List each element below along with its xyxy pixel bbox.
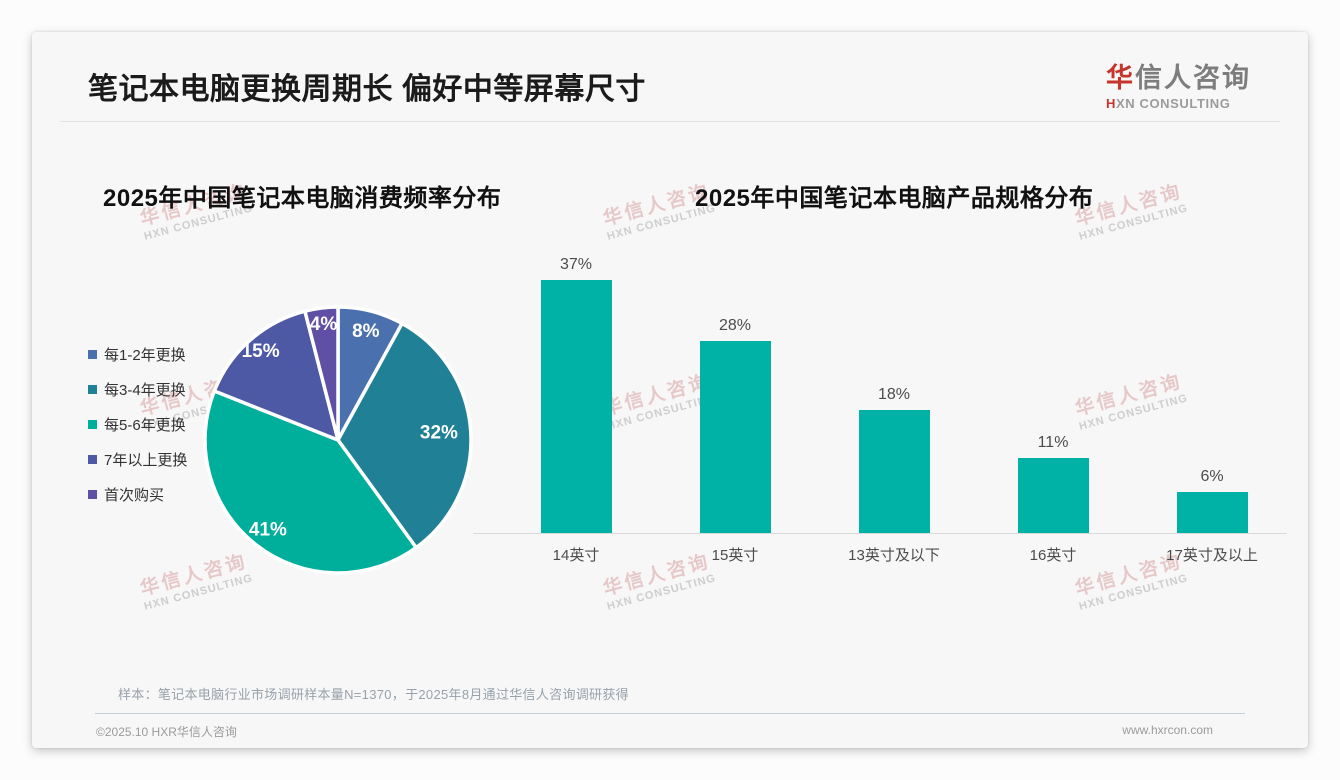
footer-divider (95, 713, 1245, 714)
legend-label: 每1-2年更换 (104, 347, 186, 364)
legend-swatch (88, 385, 97, 394)
pie-chart-title: 2025年中国笔记本电脑消费频率分布 (103, 185, 502, 212)
pie-slice (336, 321, 473, 550)
pie-slice (203, 389, 418, 575)
bar-category-label: 16英寸 (1029, 547, 1077, 564)
website-url: www.hxrcon.com (1122, 723, 1213, 737)
bar (858, 410, 930, 533)
logo-english-text: HXN CONSULTING (1106, 96, 1231, 111)
legend-item: 每3-4年更换 (88, 372, 187, 407)
legend-label: 7年以上更换 (104, 452, 188, 469)
bar-value-label: 18% (877, 386, 911, 403)
pie-slice-label: 15% (242, 341, 280, 362)
bar (540, 280, 612, 533)
pie-slice-label: 4% (310, 314, 338, 335)
watermark-en-text: HXN CONSULTING (605, 572, 718, 613)
bar-value-label: 28% (718, 317, 752, 334)
pie-legend: 每1-2年更换 每3-4年更换 每5-6年更换 7年以上更换 首次购买 (88, 337, 187, 512)
bar-chart: 37% 14英寸 28% 15英寸 18% 13英寸及以下 11% 16英寸 6% 17英寸及以上 (473, 256, 1287, 564)
legend-swatch (88, 420, 97, 429)
bar-value-label: 11% (1037, 434, 1069, 451)
legend-swatch (88, 350, 97, 359)
sample-note: 样本：笔记本电脑行业市场调研样本量N=1370，于2025年8月通过华信人咨询调… (118, 687, 629, 702)
title-divider (60, 121, 1280, 122)
legend-label: 每3-4年更换 (104, 382, 186, 399)
bar-value-label: 6% (1200, 468, 1224, 485)
bar-value-label: 37% (559, 256, 593, 273)
pie-slice-label: 32% (420, 423, 458, 444)
bar (1017, 458, 1089, 533)
bar-category-label: 15英寸 (711, 547, 759, 564)
page-title: 笔记本电脑更换周期长 偏好中等屏幕尺寸 (88, 73, 646, 106)
pie-slice-label: 41% (249, 519, 287, 540)
legend-swatch (88, 490, 97, 499)
legend-swatch (88, 455, 97, 464)
legend-label: 首次购买 (104, 487, 165, 504)
bar (1176, 492, 1248, 533)
bar-category-label: 17英寸及以上 (1166, 547, 1258, 564)
pie-slice-label: 8% (352, 321, 380, 342)
pie-chart: 8% 32% 41% 15% 4% (203, 305, 473, 575)
pie-slice (303, 305, 340, 442)
legend-label: 每5-6年更换 (104, 417, 186, 434)
legend-item: 每5-6年更换 (88, 407, 187, 442)
legend-item: 7年以上更换 (88, 442, 187, 477)
logo-chinese-text: 华信人咨询 (1106, 63, 1251, 93)
bar-category-label: 14英寸 (552, 547, 600, 564)
copyright-text: ©2025.10 HXR华信人咨询 (96, 725, 237, 739)
bar (699, 341, 771, 533)
bar-category-label: 13英寸及以下 (848, 547, 940, 564)
x-axis-line (473, 533, 1287, 534)
legend-item: 每1-2年更换 (88, 337, 187, 372)
bar-chart-title: 2025年中国笔记本电脑产品规格分布 (695, 185, 1094, 212)
slide-card: 华信人咨询 HXN CONSULTING 华信人咨询 HXN CONSULTING 华信… (32, 32, 1308, 748)
pie-slice (212, 309, 340, 442)
legend-item: 首次购买 (88, 477, 187, 512)
watermark-en-text: HXN CONSULTING (1077, 572, 1190, 613)
company-logo: 华信人咨询 HXN CONSULTING (1106, 56, 1251, 111)
